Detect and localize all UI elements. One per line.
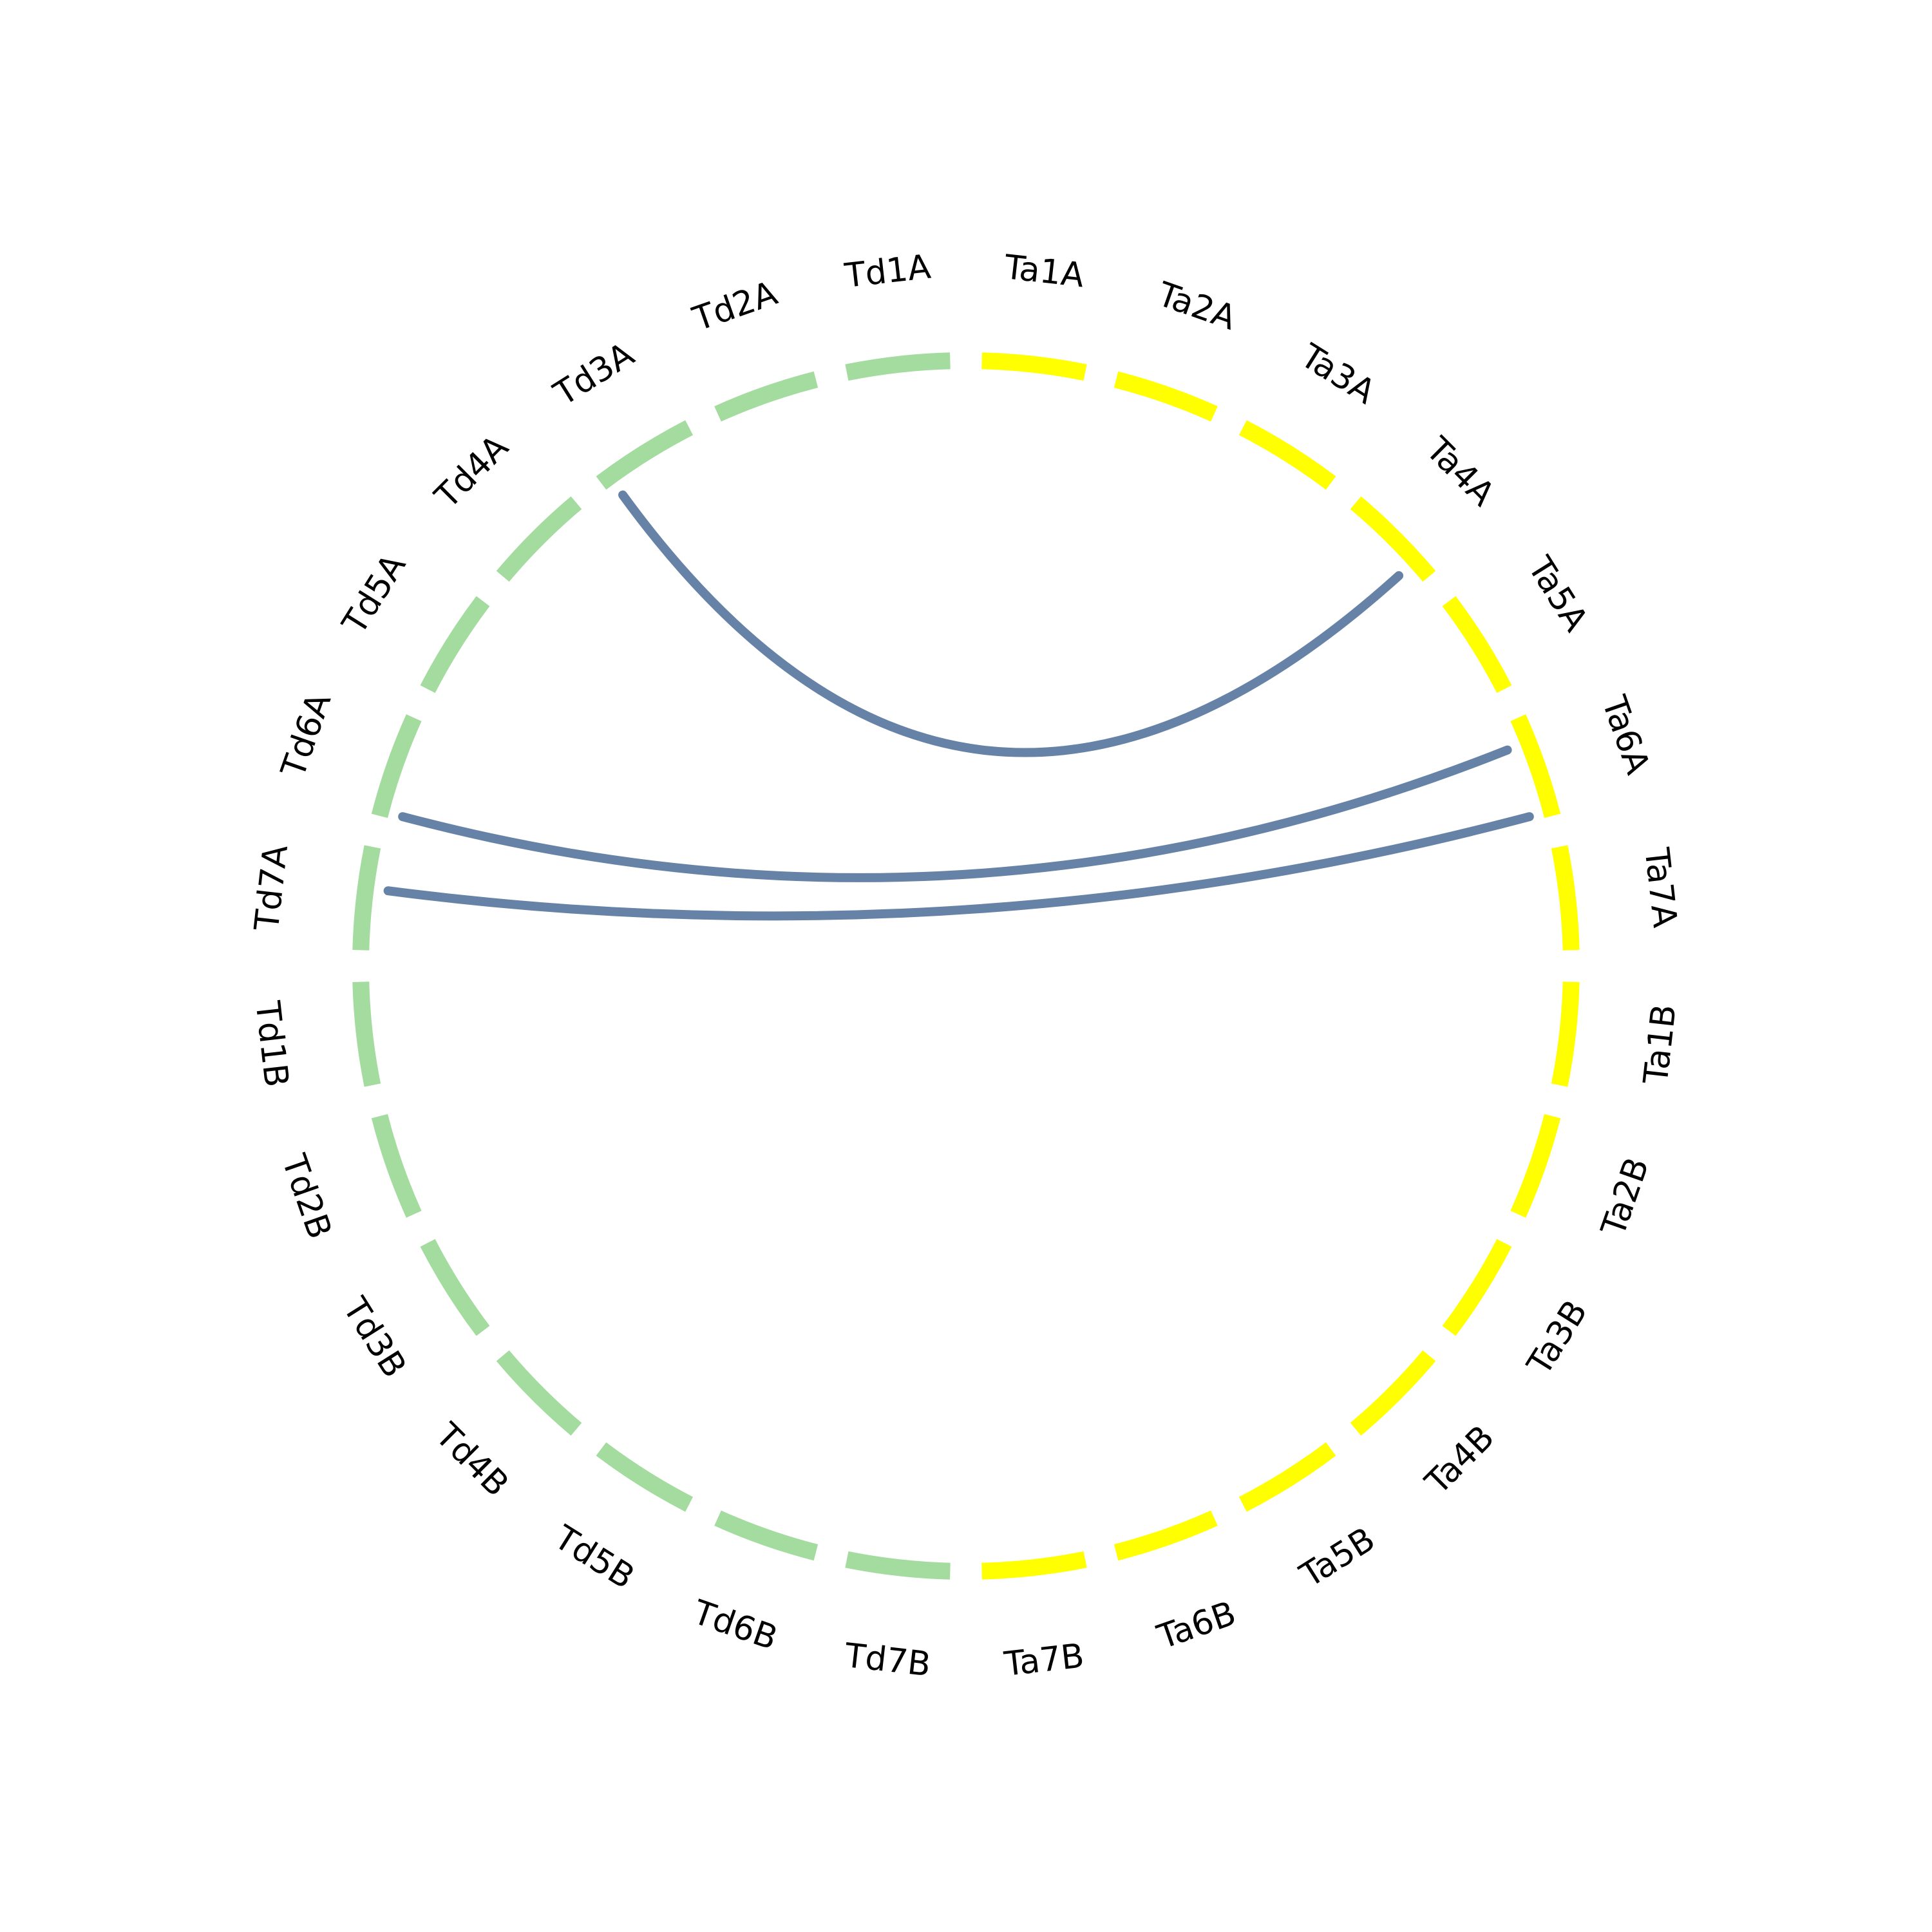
chromosome-label-td5a: Td5A (335, 547, 414, 641)
link-td3a-ta4a (618, 490, 1404, 757)
chromosome-label-td5b: Td5B (547, 1518, 641, 1596)
chromosome-segment-td2a (714, 371, 819, 422)
chromosome-label-ta3b: Ta3B (1520, 1294, 1595, 1383)
chromosome-segment-ta2a (1113, 371, 1218, 422)
chromosome-label-ta1b: Ta1B (1636, 1003, 1684, 1087)
chromosome-label-ta2a: Ta2A (1152, 275, 1241, 338)
chromosome-segment-td1b (352, 981, 381, 1087)
chromosome-label-ta3a: Ta3A (1293, 336, 1382, 412)
chromosome-segment-ta4b (1350, 1350, 1436, 1436)
chromosome-segment-ta6b (1113, 1510, 1218, 1561)
chromosome-label-td7a: Td7A (247, 842, 296, 933)
chromosome-label-ta5b: Ta5B (1293, 1520, 1382, 1595)
link-td6a-ta6a (398, 745, 1512, 882)
chromosome-label-ta6a: Ta6A (1594, 690, 1657, 779)
chromosome-segment-ta5a (1442, 596, 1512, 694)
links-layer (383, 490, 1534, 921)
chromosome-segment-td6b (714, 1510, 819, 1561)
chromosome-label-td2a: Td2A (688, 274, 782, 339)
chromosome-segment-td7b (845, 1551, 951, 1580)
chromosome-segment-td2b (371, 1113, 422, 1218)
chromosome-label-ta4b: Ta4B (1418, 1418, 1502, 1502)
chromosome-segment-td5b (596, 1442, 694, 1512)
chromosome-segment-td3b (420, 1238, 490, 1336)
chromosome-label-td3a: Td3A (547, 335, 641, 414)
chromosome-label-ta5a: Ta5A (1520, 550, 1595, 639)
chromosome-label-ta7b: Ta7B (1002, 1636, 1086, 1684)
chromosome-label-ta6b: Ta6B (1152, 1594, 1241, 1657)
chromosome-segment-ta3a (1238, 420, 1336, 490)
chromosome-segment-td7a (352, 845, 381, 951)
chromosome-segment-ta5b (1238, 1442, 1336, 1512)
chromosome-segment-ta7a (1551, 845, 1580, 951)
chromosome-label-td4b: Td4B (428, 1416, 516, 1504)
chromosome-label-td3b: Td3B (335, 1291, 413, 1385)
chromosome-segment-td3a (596, 420, 694, 490)
chromosome-label-td1a: Td1A (842, 247, 933, 296)
chromosome-segment-ta1b (1551, 981, 1580, 1087)
chromosome-segment-td4a (496, 496, 582, 582)
chromosome-ring (352, 352, 1580, 1580)
chromosome-label-ta7a: Ta7A (1636, 846, 1684, 930)
chromosome-segment-ta3b (1442, 1238, 1512, 1336)
chromosome-label-td7b: Td7B (842, 1636, 933, 1685)
chromosome-segment-td5a (420, 596, 490, 694)
chromosome-label-ta4a: Ta4A (1418, 430, 1502, 514)
chromosome-segment-td4b (496, 1350, 582, 1436)
chromosome-segment-ta2b (1510, 1113, 1561, 1218)
chromosome-label-td1b: Td1B (247, 999, 296, 1089)
chromosome-label-td4a: Td4A (428, 428, 516, 516)
chromosome-segment-td6a (371, 714, 422, 819)
chromosome-label-ta1a: Ta1A (1002, 248, 1086, 296)
chromosome-segment-ta4a (1350, 496, 1436, 582)
chromosome-segment-ta1a (981, 352, 1087, 381)
chromosome-segment-ta7b (981, 1551, 1087, 1580)
chromosome-label-td6b: Td6B (688, 1593, 782, 1658)
chromosome-segment-ta6a (1510, 714, 1561, 819)
link-td7a-ta6a (383, 812, 1534, 921)
chromosome-label-td6a: Td6A (274, 688, 339, 782)
chromosome-segment-td1a (845, 352, 951, 381)
chromosome-label-ta2b: Ta2B (1594, 1153, 1657, 1242)
chromosome-label-td2b: Td2B (274, 1150, 339, 1244)
